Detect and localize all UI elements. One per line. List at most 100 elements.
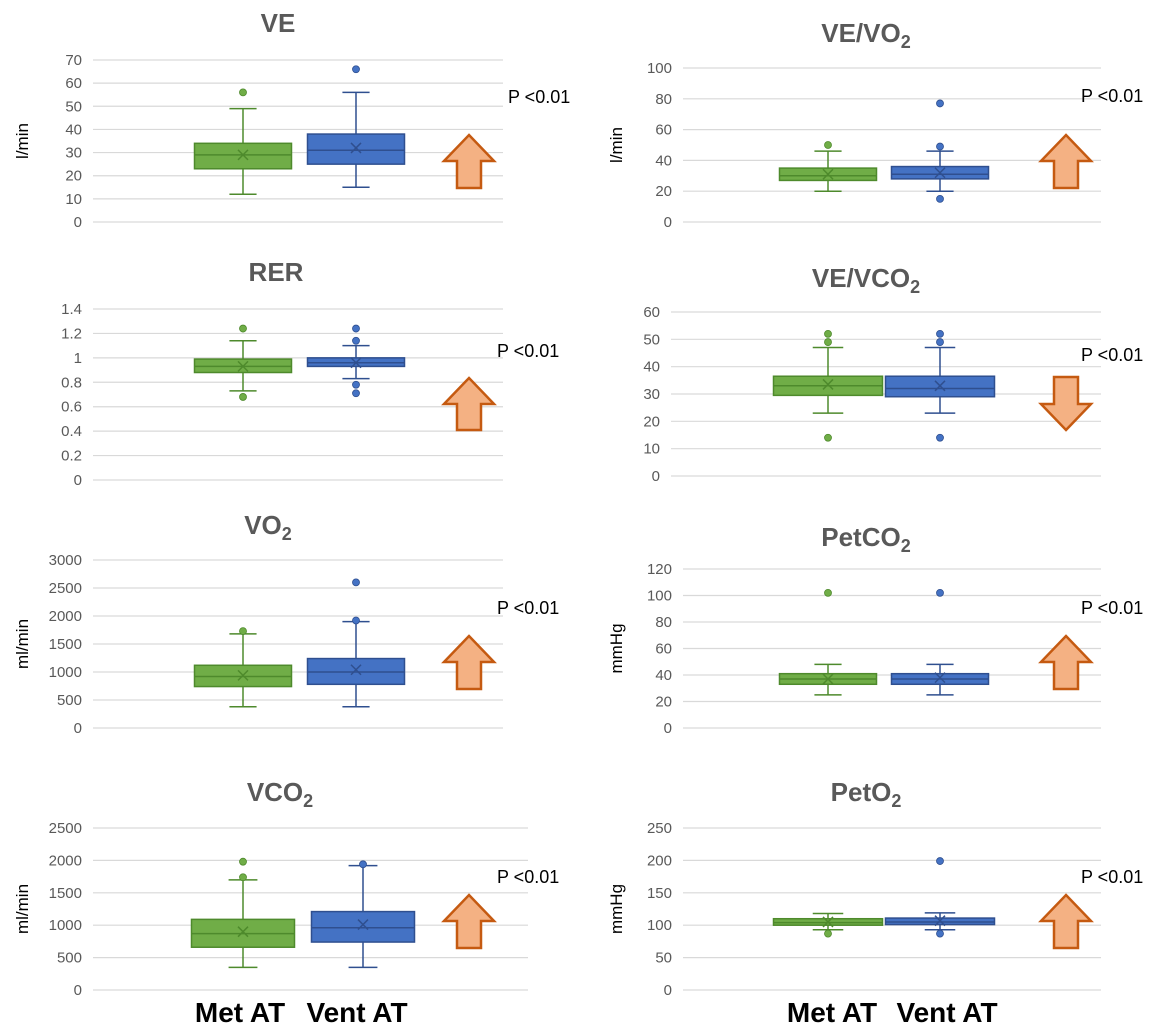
outlier-point [936, 142, 944, 151]
p-value-label: P <0.01 [497, 598, 559, 618]
box-vent-at [310, 860, 416, 969]
outlier-point [352, 380, 360, 389]
y-tick-label: 100 [647, 588, 672, 605]
y-tick-label: 1 [74, 350, 82, 367]
box-vent-at [306, 324, 406, 398]
box-vent-at [306, 65, 406, 189]
up-arrow-icon [1038, 893, 1094, 950]
chart-title-subscript: 2 [303, 791, 313, 811]
y-tick-label: 1000 [49, 664, 82, 681]
mean-marker [350, 357, 362, 369]
outlier-point [239, 88, 247, 97]
chart-title: PetO2 [831, 777, 902, 811]
y-tick-label: 0 [652, 468, 660, 485]
y-axis-label: mmHg [607, 623, 626, 673]
chart-title: VO2 [244, 510, 292, 544]
outlier-point [936, 99, 944, 108]
chart-panel: PetO2 0 50 100 150 200 250 mmHg P <0.01 [607, 777, 1143, 999]
outlier-point [352, 65, 360, 74]
y-tick-label: 20 [65, 168, 82, 185]
category-label-met-right: Met AT [787, 997, 877, 1026]
box-met-at [778, 141, 878, 192]
box-met-at [778, 588, 878, 696]
chart-title: VCO2 [247, 777, 313, 811]
y-tick-label: 20 [655, 183, 672, 200]
y-tick-label: 120 [647, 561, 672, 578]
outlier-point [824, 433, 832, 442]
y-axis-label: l/min [13, 123, 32, 159]
outlier-point [936, 929, 944, 938]
y-tick-label: 20 [643, 413, 660, 430]
y-tick-label: 30 [643, 386, 660, 403]
outlier-point [824, 329, 832, 338]
p-value-label: P <0.01 [497, 341, 559, 361]
mean-marker [237, 669, 249, 681]
category-label-vent-right: Vent AT [896, 997, 997, 1026]
y-tick-label: 0 [74, 720, 82, 737]
mean-marker [934, 167, 946, 179]
down-arrow-icon [1038, 375, 1094, 432]
chart-panel: VCO2 0 500 1000 1500 2000 2500 ml/min P <0.01 [13, 777, 559, 999]
up-arrow-icon [441, 634, 497, 691]
y-tick-label: 0 [664, 982, 672, 999]
outlier-point [352, 616, 360, 625]
y-tick-label: 0.8 [61, 374, 82, 391]
up-arrow-icon [1038, 634, 1094, 691]
chart-title-subscript: 2 [282, 524, 292, 544]
y-tick-label: 40 [65, 121, 82, 138]
outlier-point [936, 338, 944, 346]
y-tick-label: 40 [643, 359, 660, 376]
box-met-at [772, 912, 884, 938]
up-arrow-icon [1038, 133, 1094, 190]
y-tick-label: 70 [65, 52, 82, 69]
y-tick-label: 200 [647, 852, 672, 869]
y-tick-label: 1.2 [61, 325, 82, 342]
y-axis-label: ml/min [13, 619, 32, 669]
y-tick-label: 150 [647, 885, 672, 902]
y-tick-label: 80 [655, 614, 672, 631]
y-tick-label: 1500 [49, 636, 82, 653]
y-tick-label: 50 [65, 98, 82, 115]
chart-panel: VE 0 10 20 30 40 50 60 70 l/min P <0.01 [13, 8, 570, 231]
p-value-label: P <0.01 [1081, 598, 1143, 618]
outlier-point [352, 324, 360, 333]
y-tick-label: 0.2 [61, 448, 82, 465]
mean-marker [237, 360, 249, 372]
chart-title: VE/VO2 [821, 18, 911, 52]
box-iqr [193, 142, 293, 170]
chart-panel: PetCO2 0 20 40 60 80 100 120 mmHg P <0.01 [607, 522, 1143, 737]
outlier-point [352, 389, 360, 398]
y-tick-label: 60 [65, 75, 82, 92]
chart-panel: VO2 0 500 1000 1500 2000 2500 3000 ml/min P <0.01 [13, 510, 559, 737]
box-met-at [193, 627, 293, 708]
y-tick-label: 2500 [49, 820, 82, 837]
y-tick-label: 0.6 [61, 399, 82, 416]
y-tick-label: 0 [664, 214, 672, 231]
y-tick-label: 0 [664, 720, 672, 737]
outlier-point [824, 929, 832, 938]
chart-panel: RER 0 0.2 0.4 0.6 0.8 1 1.2 1.4 P <0.01 [61, 257, 559, 489]
chart-title-subscript: 2 [891, 791, 901, 811]
box-met-at [772, 329, 884, 442]
y-tick-label: 30 [65, 145, 82, 162]
chart-title: VE/VCO2 [812, 263, 920, 297]
box-vent-at [884, 329, 996, 442]
y-axis-label: ml/min [13, 884, 32, 934]
mean-marker [237, 926, 249, 938]
outlier-point [936, 588, 944, 597]
y-tick-label: 1.4 [61, 301, 82, 318]
p-value-label: P <0.01 [1081, 345, 1143, 365]
chart-title-subscript: 2 [910, 277, 920, 297]
y-tick-label: 1000 [49, 917, 82, 934]
box-iqr [310, 910, 416, 943]
outlier-point [936, 433, 944, 442]
chart-title: VE [261, 8, 296, 38]
y-tick-label: 0 [74, 982, 82, 999]
y-tick-label: 2000 [49, 852, 82, 869]
y-tick-label: 60 [655, 641, 672, 658]
mean-marker [934, 380, 946, 392]
y-tick-label: 100 [647, 917, 672, 934]
outlier-point [352, 578, 360, 587]
outlier-point [239, 393, 247, 401]
